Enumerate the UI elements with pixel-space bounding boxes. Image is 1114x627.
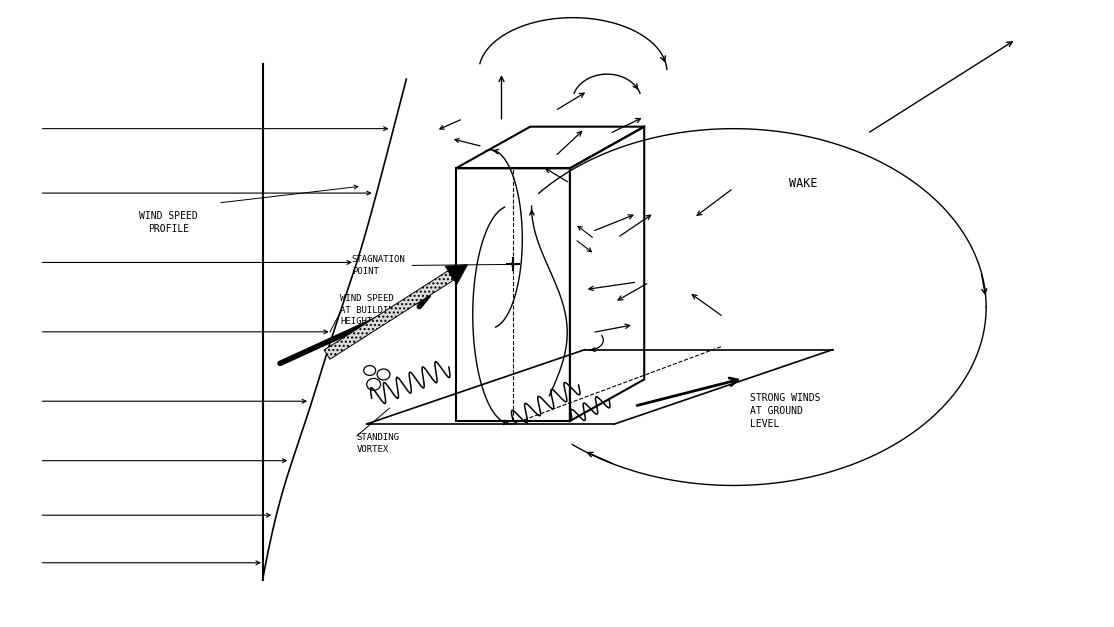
Text: WAKE: WAKE <box>789 177 817 189</box>
Text: WIND SPEED
AT BUILDING
HEIGHT: WIND SPEED AT BUILDING HEIGHT <box>340 293 399 326</box>
Text: STRONG WINDS
AT GROUND
LEVEL: STRONG WINDS AT GROUND LEVEL <box>750 393 821 429</box>
Text: STAGNATION
POINT: STAGNATION POINT <box>352 255 405 276</box>
Polygon shape <box>446 265 468 285</box>
Polygon shape <box>324 271 453 359</box>
Text: STANDING
VORTEX: STANDING VORTEX <box>356 433 400 454</box>
Text: WIND SPEED
PROFILE: WIND SPEED PROFILE <box>139 211 198 234</box>
